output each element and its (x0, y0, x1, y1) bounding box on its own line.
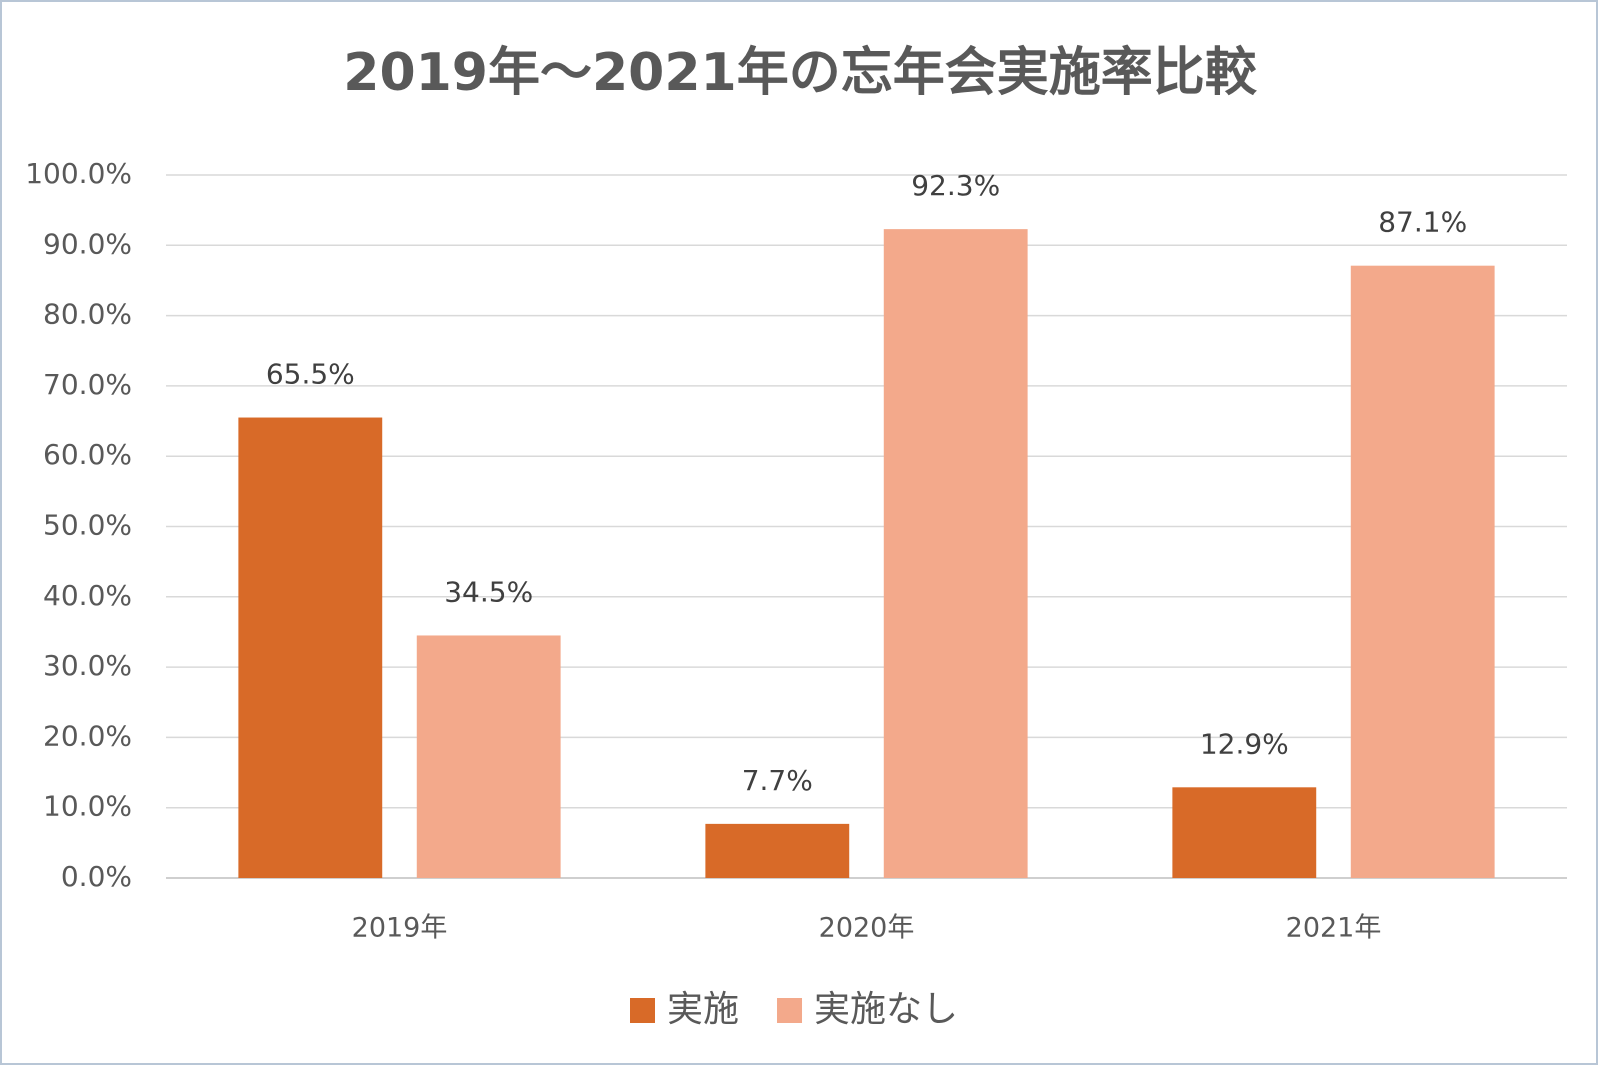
legend-label: 実施なし (814, 989, 958, 1030)
chart-title: 2019年～2021年の忘年会実施率比較 (343, 43, 1257, 103)
value-label: 7.7% (742, 764, 813, 797)
y-tick-label: 60.0% (43, 438, 132, 471)
y-tick-label: 30.0% (43, 649, 132, 682)
x-tick-label: 2021年 (1286, 913, 1382, 944)
y-tick-label: 100.0% (25, 157, 132, 190)
value-label: 65.5% (266, 358, 355, 391)
value-label: 34.5% (444, 575, 533, 608)
y-tick-label: 70.0% (43, 368, 132, 401)
y-tick-label: 40.0% (43, 579, 132, 612)
y-tick-label: 80.0% (43, 298, 132, 331)
x-tick-label: 2019年 (352, 913, 448, 944)
bar (416, 635, 561, 878)
bar (238, 417, 383, 878)
value-label: 92.3% (911, 169, 1000, 202)
bar (883, 229, 1028, 879)
y-tick-label: 50.0% (43, 509, 132, 542)
bar (705, 823, 850, 878)
y-tick-label: 20.0% (43, 719, 132, 752)
y-tick-label: 90.0% (43, 227, 132, 260)
legend-swatch (777, 998, 803, 1023)
value-label: 12.9% (1200, 727, 1289, 760)
y-tick-label: 10.0% (43, 790, 132, 823)
x-tick-label: 2020年 (819, 913, 915, 944)
bar (1350, 265, 1495, 878)
bar (1172, 787, 1317, 878)
y-tick-label: 0.0% (61, 860, 132, 893)
value-label: 87.1% (1378, 206, 1467, 239)
legend-label: 実施 (667, 989, 739, 1030)
legend-swatch (630, 998, 655, 1023)
